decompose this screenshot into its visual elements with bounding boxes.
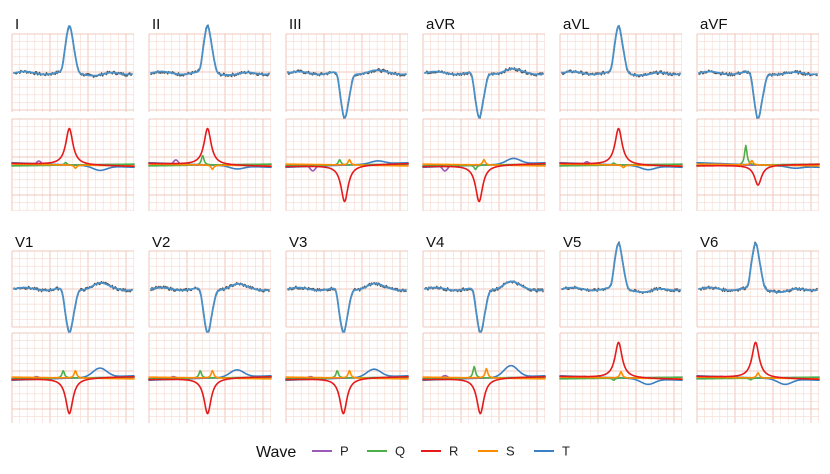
wave-Q-line bbox=[11, 161, 135, 167]
lead-panel-aVF: aVF bbox=[696, 16, 820, 211]
wave-S-line bbox=[148, 369, 272, 380]
lead-label: V3 bbox=[289, 234, 307, 251]
lead-panel-V6: V6 bbox=[696, 234, 820, 423]
wave-S-line bbox=[422, 158, 546, 167]
reconstructed-signal-line bbox=[287, 282, 407, 334]
lead-panel-aVR: aVR bbox=[422, 16, 546, 211]
legend-label: T bbox=[562, 444, 570, 459]
reconstructed-signal-line bbox=[561, 25, 681, 77]
legend-label: S bbox=[506, 444, 515, 459]
legend-label: P bbox=[340, 444, 349, 459]
reconstructed-signal-line bbox=[13, 25, 133, 77]
legend-item-R: R bbox=[421, 444, 458, 459]
lead-label: V2 bbox=[152, 234, 170, 251]
reconstructed-signal-line bbox=[287, 69, 407, 119]
wave-S-line bbox=[285, 369, 409, 380]
lead-label: V4 bbox=[426, 234, 444, 251]
lead-label: II bbox=[152, 16, 160, 33]
wave-Q-line bbox=[148, 154, 272, 167]
wave-R-line bbox=[11, 375, 135, 415]
wave-R-line bbox=[559, 127, 683, 168]
lead-panel-III: III bbox=[285, 16, 409, 211]
legend-item-Q: Q bbox=[367, 444, 405, 459]
wave-R-line bbox=[148, 127, 272, 168]
wave-Q-line bbox=[559, 376, 683, 381]
lead-panel-I: I bbox=[11, 16, 135, 211]
wave-Q-line bbox=[696, 376, 820, 381]
lead-label: V6 bbox=[700, 234, 718, 251]
wave-R-line bbox=[11, 127, 135, 168]
wave-R-line bbox=[285, 375, 409, 415]
lead-label: aVR bbox=[426, 16, 455, 33]
reconstructed-signal-line bbox=[13, 281, 133, 334]
wave-R-line bbox=[148, 375, 272, 415]
lead-panel-V4: V4 bbox=[422, 234, 546, 423]
lead-panel-V5: V5 bbox=[559, 234, 683, 423]
lead-panel-V3: V3 bbox=[285, 234, 409, 423]
reconstructed-signal-line bbox=[424, 67, 544, 119]
wave-R-line bbox=[422, 162, 546, 203]
reconstructed-signal-line bbox=[698, 242, 818, 294]
lead-label: III bbox=[289, 16, 302, 33]
wave-R-line bbox=[696, 163, 820, 186]
reconstructed-signal-line bbox=[561, 242, 681, 294]
lead-label: V1 bbox=[15, 234, 33, 251]
legend-label: R bbox=[449, 444, 458, 459]
lead-panel-V1: V1 bbox=[11, 234, 135, 423]
lead-label: aVL bbox=[563, 16, 590, 33]
lead-label: I bbox=[15, 16, 19, 33]
lead-label: aVF bbox=[700, 16, 728, 33]
legend: Wave P Q R S T bbox=[256, 444, 570, 462]
lead-panel-II: II bbox=[148, 16, 272, 211]
legend-item-T: T bbox=[534, 444, 570, 459]
reconstructed-signal-line bbox=[150, 283, 270, 334]
lead-panel-V2: V2 bbox=[148, 234, 272, 423]
legend-title: Wave bbox=[256, 444, 296, 461]
wave-S-line bbox=[11, 369, 135, 380]
wave-S-line bbox=[285, 158, 409, 167]
wave-S-line bbox=[696, 159, 820, 167]
wave-R-line bbox=[559, 341, 683, 381]
wave-S-line bbox=[422, 367, 546, 380]
legend-item-P: P bbox=[312, 444, 349, 459]
reconstructed-signal-line bbox=[698, 70, 818, 120]
wave-R-line bbox=[422, 375, 546, 415]
wave-R-line bbox=[285, 162, 409, 203]
legend-item-S: S bbox=[478, 444, 515, 459]
reconstructed-signal-line bbox=[150, 25, 270, 76]
legend-label: Q bbox=[395, 444, 405, 459]
reconstructed-signal-line bbox=[424, 280, 544, 334]
lead-panel-aVL: aVL bbox=[559, 16, 683, 211]
lead-label: V5 bbox=[563, 234, 581, 251]
wave-R-line bbox=[696, 341, 820, 381]
